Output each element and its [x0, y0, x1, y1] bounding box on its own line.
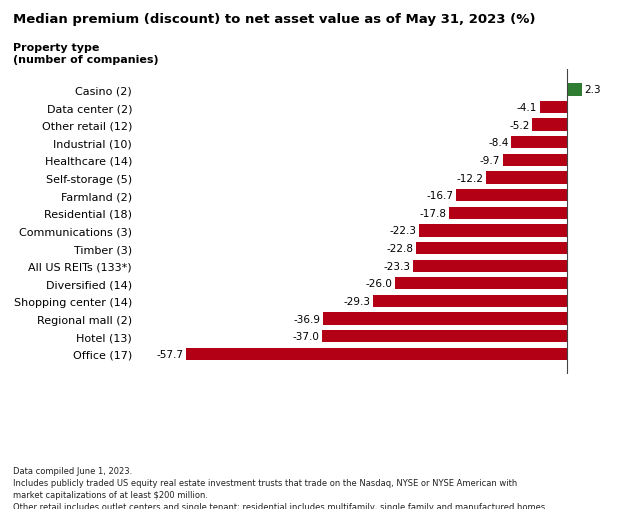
Bar — [456, 190, 566, 202]
Bar — [540, 102, 566, 114]
Text: -26.0: -26.0 — [365, 279, 392, 289]
Bar — [323, 313, 566, 325]
Text: -37.0: -37.0 — [293, 331, 320, 342]
Text: -9.7: -9.7 — [479, 156, 500, 165]
Bar — [395, 277, 566, 290]
Bar — [449, 207, 566, 219]
Bar — [566, 84, 582, 96]
Text: -22.3: -22.3 — [390, 226, 417, 236]
Text: -16.7: -16.7 — [427, 191, 454, 201]
Bar — [373, 295, 566, 307]
Bar — [511, 137, 566, 149]
Bar — [502, 154, 566, 167]
Text: 2.3: 2.3 — [584, 85, 601, 95]
Bar — [186, 348, 566, 360]
Text: -8.4: -8.4 — [488, 138, 509, 148]
Text: (number of companies): (number of companies) — [13, 54, 159, 65]
Bar — [486, 172, 566, 184]
Text: -17.8: -17.8 — [420, 208, 447, 218]
Text: Data compiled June 1, 2023.
Includes publicly traded US equity real estate inves: Data compiled June 1, 2023. Includes pub… — [13, 466, 548, 509]
Text: -36.9: -36.9 — [294, 314, 321, 324]
Bar — [413, 260, 566, 272]
Text: -5.2: -5.2 — [509, 121, 530, 130]
Text: -57.7: -57.7 — [156, 349, 183, 359]
Text: -23.3: -23.3 — [383, 261, 410, 271]
Text: Property type: Property type — [13, 43, 99, 53]
Text: -29.3: -29.3 — [344, 296, 371, 306]
Bar — [323, 330, 566, 343]
Bar — [419, 225, 566, 237]
Text: Median premium (discount) to net asset value as of May 31, 2023 (%): Median premium (discount) to net asset v… — [13, 13, 535, 25]
Bar — [416, 242, 566, 254]
Text: -22.8: -22.8 — [387, 244, 413, 253]
Text: -4.1: -4.1 — [516, 103, 537, 113]
Bar — [532, 119, 566, 131]
Text: -12.2: -12.2 — [456, 173, 484, 183]
